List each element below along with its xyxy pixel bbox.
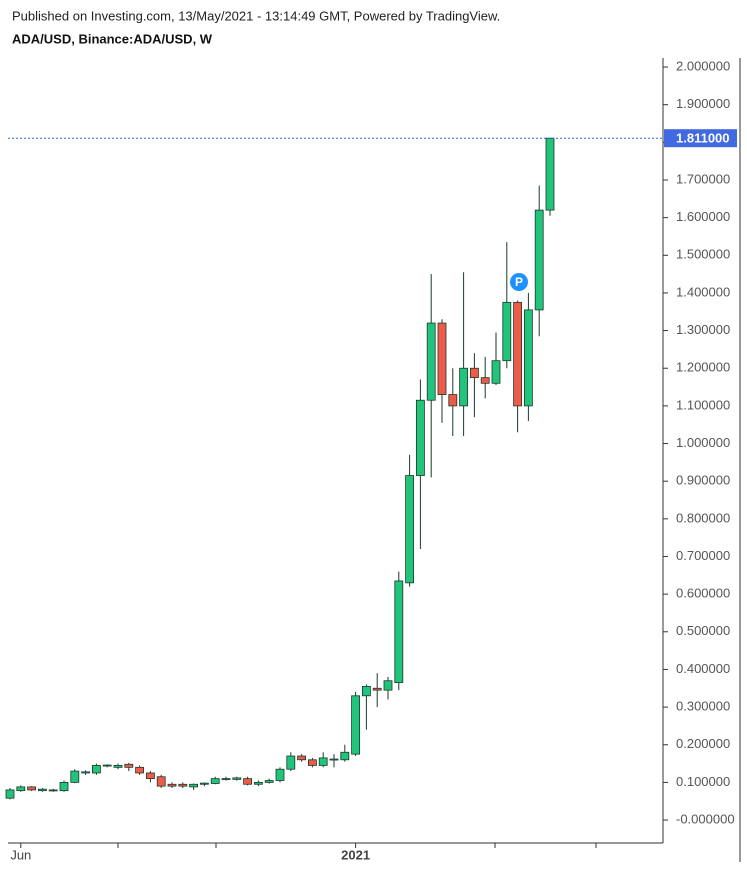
candle-body xyxy=(405,475,415,584)
y-tick-label: 0.300000 xyxy=(676,699,730,714)
y-tick-label: 1.700000 xyxy=(676,171,730,186)
published-note: Published on Investing.com, 13/May/2021 … xyxy=(12,8,500,23)
candle-body xyxy=(189,783,199,788)
last-price-label: 1.811000 xyxy=(676,131,730,146)
candle-body xyxy=(437,322,447,395)
candle-body xyxy=(426,322,436,401)
candle-body xyxy=(221,778,231,781)
candle-body xyxy=(318,757,328,766)
candle-body xyxy=(534,209,544,311)
candle-body xyxy=(124,763,134,768)
y-tick-label: 1.200000 xyxy=(676,360,730,375)
candle-body xyxy=(243,778,253,785)
y-tick-label: 0.500000 xyxy=(676,623,730,638)
candle-body xyxy=(145,772,155,780)
candle-body xyxy=(70,770,80,783)
candle-body xyxy=(480,377,490,384)
y-tick-label: 0.900000 xyxy=(676,473,730,488)
candle-body xyxy=(16,786,26,792)
candle-body xyxy=(383,680,393,691)
candle-body xyxy=(210,778,220,784)
y-tick-label: 1.300000 xyxy=(676,322,730,337)
candle-body xyxy=(372,687,382,691)
y-tick-label: 0.800000 xyxy=(676,510,730,525)
candle-body xyxy=(307,759,317,766)
candle-body xyxy=(340,751,350,761)
candle-body xyxy=(351,695,361,755)
y-tick-label: -0.000000 xyxy=(676,811,735,826)
candle-body xyxy=(448,394,458,407)
candle-body xyxy=(264,780,274,783)
candle-body xyxy=(102,764,112,767)
candle-body xyxy=(329,758,339,761)
candle-body xyxy=(275,768,285,781)
candle-body xyxy=(156,776,166,787)
y-tick-label: 1.000000 xyxy=(676,435,730,450)
y-tick-label: 0.400000 xyxy=(676,661,730,676)
candle-body xyxy=(178,783,188,787)
last-price-box xyxy=(664,129,737,148)
candle-body xyxy=(253,781,263,785)
annotation-badge xyxy=(510,273,528,291)
candle-body xyxy=(5,789,15,799)
candle-body xyxy=(513,301,522,407)
candle-body xyxy=(27,786,37,791)
candle-body xyxy=(38,788,47,792)
symbol-title: ADA/USD, Binance:ADA/USD, W xyxy=(12,31,213,46)
candle-body xyxy=(59,781,69,792)
x-tick-label: 2021 xyxy=(341,847,370,862)
candle-body xyxy=(394,580,404,684)
candle-body xyxy=(167,783,177,787)
candle-body xyxy=(113,765,123,768)
y-tick-label: 1.600000 xyxy=(676,209,730,224)
candle-body xyxy=(199,782,209,785)
candle-body xyxy=(361,685,371,697)
y-tick-label: 1.900000 xyxy=(676,96,730,111)
candle-body xyxy=(491,360,501,384)
y-tick-label: 0.100000 xyxy=(676,774,730,789)
annotation-text: P xyxy=(515,275,523,289)
candle-body xyxy=(469,367,479,379)
candle-body xyxy=(81,771,90,774)
y-tick-label: 0.700000 xyxy=(676,548,730,563)
candle-body xyxy=(232,777,242,780)
candle-body xyxy=(135,766,145,774)
y-tick-label: 1.500000 xyxy=(676,247,730,262)
candle-body xyxy=(286,755,296,770)
candle-body xyxy=(415,399,425,476)
y-tick-label: 0.600000 xyxy=(676,586,730,601)
candle-body xyxy=(459,367,469,407)
candle-body xyxy=(297,755,307,761)
candle-body xyxy=(502,301,512,362)
candle-body xyxy=(524,309,533,407)
candle-body xyxy=(92,765,101,774)
y-tick-label: 1.400000 xyxy=(676,284,730,299)
y-tick-label: 0.200000 xyxy=(676,736,730,751)
y-tick-label: 2.000000 xyxy=(676,58,730,73)
candle-body xyxy=(48,789,58,792)
y-tick-label: 1.100000 xyxy=(676,397,730,412)
candle-body xyxy=(545,137,555,211)
x-tick-label: Jun xyxy=(10,847,31,862)
